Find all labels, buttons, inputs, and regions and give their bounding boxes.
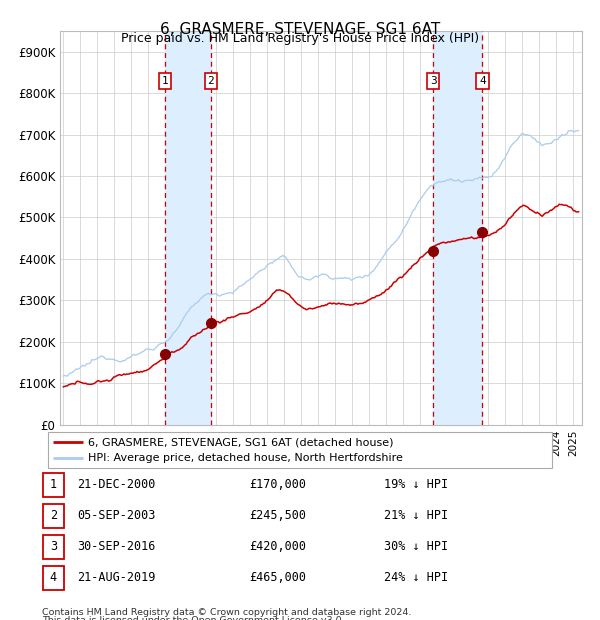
Bar xyxy=(433,31,482,425)
Text: 3: 3 xyxy=(50,541,57,553)
Text: 6, GRASMERE, STEVENAGE, SG1 6AT: 6, GRASMERE, STEVENAGE, SG1 6AT xyxy=(160,22,440,37)
Text: 24% ↓ HPI: 24% ↓ HPI xyxy=(384,572,448,584)
Text: £465,000: £465,000 xyxy=(250,572,307,584)
FancyBboxPatch shape xyxy=(43,473,64,497)
Text: 30-SEP-2016: 30-SEP-2016 xyxy=(77,541,155,553)
Text: HPI: Average price, detached house, North Hertfordshire: HPI: Average price, detached house, Nort… xyxy=(88,453,403,463)
Text: 2: 2 xyxy=(50,510,57,522)
FancyBboxPatch shape xyxy=(43,566,64,590)
FancyBboxPatch shape xyxy=(48,432,552,468)
Text: 2: 2 xyxy=(208,76,214,86)
FancyBboxPatch shape xyxy=(43,504,64,528)
Text: 30% ↓ HPI: 30% ↓ HPI xyxy=(384,541,448,553)
Text: 4: 4 xyxy=(479,76,486,86)
Text: This data is licensed under the Open Government Licence v3.0.: This data is licensed under the Open Gov… xyxy=(42,616,344,620)
Text: 1: 1 xyxy=(50,479,57,491)
FancyBboxPatch shape xyxy=(43,535,64,559)
Text: 21% ↓ HPI: 21% ↓ HPI xyxy=(384,510,448,522)
Bar xyxy=(165,31,211,425)
Text: 3: 3 xyxy=(430,76,437,86)
Text: £420,000: £420,000 xyxy=(250,541,307,553)
Text: 19% ↓ HPI: 19% ↓ HPI xyxy=(384,479,448,491)
Text: Price paid vs. HM Land Registry's House Price Index (HPI): Price paid vs. HM Land Registry's House … xyxy=(121,32,479,45)
Text: 21-DEC-2000: 21-DEC-2000 xyxy=(77,479,155,491)
Text: 1: 1 xyxy=(161,76,168,86)
Text: 21-AUG-2019: 21-AUG-2019 xyxy=(77,572,155,584)
Text: £170,000: £170,000 xyxy=(250,479,307,491)
Text: 4: 4 xyxy=(50,572,57,584)
Text: 05-SEP-2003: 05-SEP-2003 xyxy=(77,510,155,522)
Text: 6, GRASMERE, STEVENAGE, SG1 6AT (detached house): 6, GRASMERE, STEVENAGE, SG1 6AT (detache… xyxy=(88,437,394,447)
Text: £245,500: £245,500 xyxy=(250,510,307,522)
Text: Contains HM Land Registry data © Crown copyright and database right 2024.: Contains HM Land Registry data © Crown c… xyxy=(42,608,412,617)
